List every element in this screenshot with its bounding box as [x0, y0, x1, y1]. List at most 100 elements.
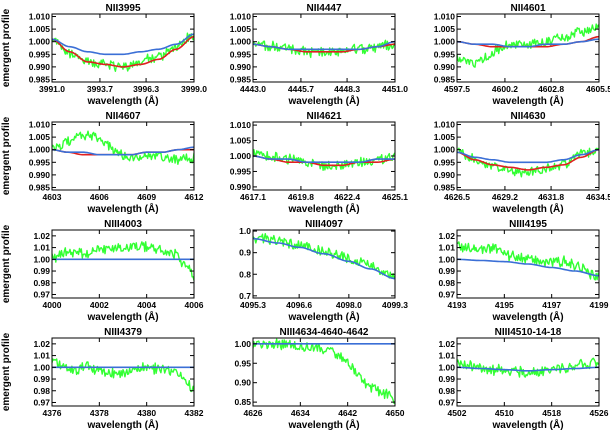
- observed-line-1: [457, 147, 599, 178]
- model-line-3: [52, 33, 194, 56]
- plot-frame: [51, 121, 195, 191]
- model-line-2: [457, 258, 599, 277]
- x-tick-label: 3999.0: [181, 84, 207, 94]
- series-group: [253, 39, 395, 59]
- y-axis-label: emergent profile: [1, 332, 12, 411]
- x-tick-label: 4002: [90, 300, 109, 310]
- series-group: [457, 241, 599, 281]
- y-tick-label: 0.995: [29, 157, 51, 167]
- x-tick-label: 4629.2: [492, 192, 518, 202]
- y-tick-label: 0.990: [230, 62, 252, 72]
- y-tick-label: 0.98: [33, 278, 50, 288]
- y-tick-label: 1.02: [438, 339, 455, 349]
- y-tick-label: 0.985: [29, 182, 51, 192]
- panel-title: NIII4195: [509, 219, 547, 230]
- x-tick-label: 4004: [137, 300, 156, 310]
- y-tick-label: 0.97: [33, 397, 50, 407]
- model-line-2: [52, 35, 194, 68]
- plot-frame: [252, 229, 396, 299]
- x-tick-label: 4622.4: [334, 192, 360, 202]
- x-axis-label: wavelength (Å): [491, 202, 563, 215]
- panel-title: NII4630: [510, 111, 545, 122]
- x-tick-label: 4380: [137, 408, 156, 418]
- panel-8: 4095.3 4096.6 4098.0 4099.3 0.7 0.8 0.9 1.0 NIII…: [239, 219, 408, 323]
- x-axis-label: wavelength (Å): [86, 418, 158, 431]
- y-tick-label: 0.995: [434, 49, 456, 59]
- model-line-2: [457, 366, 599, 372]
- x-tick-label: 4526: [590, 408, 609, 418]
- x-axis-label: wavelength (Å): [491, 418, 563, 431]
- y-tick-label: 0.7: [239, 291, 251, 301]
- x-axis-label: wavelength (Å): [86, 310, 158, 323]
- model-line-3: [457, 38, 599, 48]
- x-axis-label: wavelength (Å): [287, 202, 359, 215]
- model-line-3: [457, 148, 599, 164]
- x-tick-label: 4612: [185, 192, 204, 202]
- x-tick-label: 4445.7: [288, 84, 314, 94]
- y-tick-label: 1.000: [434, 145, 456, 155]
- x-tick-label: 4617.1: [240, 192, 266, 202]
- x-tick-label: 4443.0: [240, 84, 266, 94]
- panel-5: 4617.1 4619.8 4622.4 4625.1 0.990 0.995 1.000 1…: [230, 111, 409, 215]
- x-tick-label: 4099.3: [382, 300, 408, 310]
- x-tick-label: 4625.1: [382, 192, 408, 202]
- model-line-3: [253, 40, 395, 51]
- series-group: [52, 241, 194, 281]
- x-tick-label: 4382: [185, 408, 204, 418]
- model-line-2: [457, 148, 599, 171]
- plot-frame: [252, 13, 396, 83]
- x-tick-label: 3991.0: [39, 84, 65, 94]
- x-tick-label: 4199: [590, 300, 609, 310]
- observed-line-1: [52, 241, 194, 281]
- observed-line-1: [52, 358, 194, 393]
- x-tick-label: 4502: [448, 408, 467, 418]
- x-tick-label: 4606: [90, 192, 109, 202]
- observed-line-1: [457, 241, 599, 281]
- panel-7: 4000 4002 4004 4006 0.970.98 0.99 1.001.01 1.02…: [1, 219, 204, 323]
- panel-10: 4376 4378 4380 4382 0.970.98 0.99 1.001.01 1.02…: [1, 327, 204, 431]
- x-tick-label: 4193: [448, 300, 467, 310]
- y-tick-label: 1.0: [239, 226, 251, 236]
- plot-frame: [51, 337, 195, 407]
- y-tick-label: 1.01: [438, 243, 455, 253]
- x-tick-label: 4609: [137, 192, 156, 202]
- plot-frame: [51, 229, 195, 299]
- y-tick-label: 1.000: [29, 145, 51, 155]
- y-axis-label: emergent profile: [1, 224, 12, 303]
- y-tick-label: 1.005: [434, 132, 456, 142]
- y-tick-label: 0.985: [230, 74, 252, 84]
- observed-line-1: [52, 130, 194, 166]
- plot-frame: [51, 13, 195, 83]
- y-tick-label: 1.010: [29, 12, 51, 22]
- x-tick-label: 3996.3: [133, 84, 159, 94]
- y-tick-label: 0.990: [434, 62, 456, 72]
- panel-title: NIII4510-14-18: [495, 327, 562, 338]
- series-group: [253, 232, 395, 280]
- x-tick-label: 4605.5: [586, 84, 610, 94]
- series-group: [457, 23, 599, 68]
- y-tick-label: 0.97: [33, 289, 50, 299]
- y-tick-label: 0.995: [29, 49, 51, 59]
- y-tick-label: 1.010: [230, 120, 252, 130]
- y-tick-label: 0.95: [234, 358, 251, 368]
- series-group: [52, 130, 194, 166]
- y-tick-label: 0.995: [434, 157, 456, 167]
- observed-line-1: [52, 32, 194, 73]
- y-tick-label: 0.98: [33, 386, 50, 396]
- x-axis-label: wavelength (Å): [491, 310, 563, 323]
- y-tick-label: 1.000: [434, 37, 456, 47]
- y-tick-label: 0.97: [438, 397, 455, 407]
- model-line-2: [253, 237, 395, 280]
- panel-3: 4597.5 4600.2 4602.8 4605.5 0.985 0.990 0.995 1…: [434, 3, 610, 107]
- y-tick-label: 1.010: [434, 120, 456, 130]
- series-group: [253, 338, 395, 404]
- y-tick-label: 0.995: [230, 49, 252, 59]
- y-tick-label: 0.99: [33, 374, 50, 384]
- observed-line-1: [457, 23, 599, 68]
- x-tick-label: 4626: [244, 408, 263, 418]
- plot-frame: [456, 13, 600, 83]
- panel-title: NIII4097: [305, 219, 343, 230]
- panel-title: NII4621: [306, 111, 341, 122]
- x-tick-label: 4006: [185, 300, 204, 310]
